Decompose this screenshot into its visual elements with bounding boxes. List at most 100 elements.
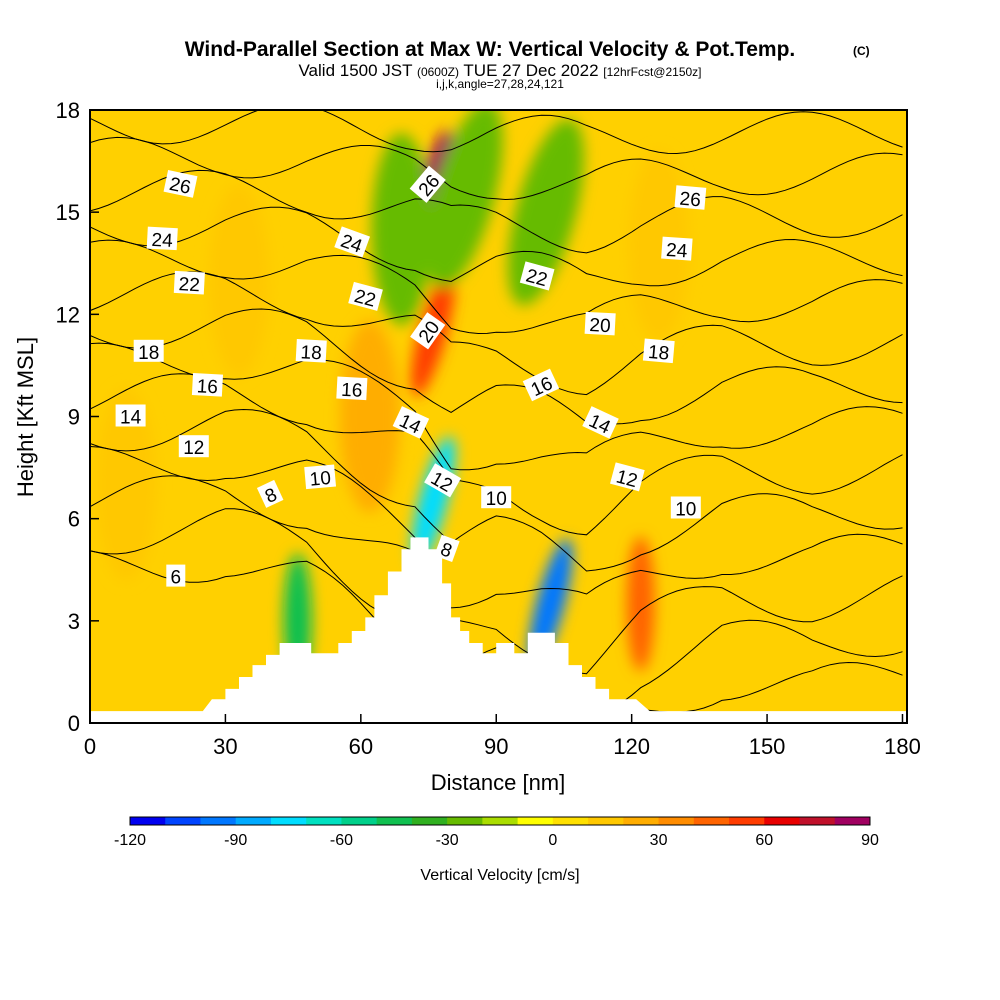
w-feature xyxy=(426,110,503,289)
w-feature xyxy=(628,150,689,343)
contour-label-text: 10 xyxy=(675,500,696,521)
colorbar-swatch xyxy=(623,817,660,825)
x-tick-label: 60 xyxy=(349,734,373,759)
contour-label-box xyxy=(674,185,707,210)
theta-contour xyxy=(90,342,903,471)
contour-label-text: 18 xyxy=(300,342,322,364)
contour-label-box xyxy=(133,339,164,362)
theta-contour xyxy=(90,169,903,254)
colorbar-swatch xyxy=(552,817,589,825)
contour-label: 16 xyxy=(336,376,368,402)
w-feature xyxy=(507,119,585,306)
x-axis: 0 30 60 90 120 150 180 xyxy=(84,714,921,759)
contour-label-box xyxy=(348,281,383,311)
contour-label: 22 xyxy=(173,270,205,296)
contour-label-box xyxy=(392,406,430,439)
contour-label: 16 xyxy=(191,373,224,398)
x-tick-label: 150 xyxy=(749,734,786,759)
colorbar-swatch xyxy=(235,817,272,825)
colorbar-swatch xyxy=(658,817,695,825)
colorbar-ticks: -120 -90 -60 -30 0 30 60 90 xyxy=(114,832,879,849)
y-tick-label: 12 xyxy=(56,302,80,327)
contour-label-box xyxy=(481,486,512,509)
contour-label-text: 18 xyxy=(138,343,159,364)
contour-label: 8 xyxy=(434,534,460,562)
contour-label-box xyxy=(519,261,555,291)
colorbar-swatch xyxy=(799,817,836,825)
contour-label-text: 16 xyxy=(196,376,218,398)
contour-label-box xyxy=(642,338,675,364)
contour-label-text: 24 xyxy=(151,230,174,252)
contour-label-box xyxy=(410,312,446,350)
contour-label-text: 18 xyxy=(647,342,670,365)
colorbar-tick-label: 90 xyxy=(861,832,879,849)
contour-label: 22 xyxy=(519,261,555,291)
contour-label: 18 xyxy=(133,339,164,364)
colorbar-swatch xyxy=(411,817,448,825)
contour-label-box xyxy=(191,373,224,397)
colorbar-swatch xyxy=(306,817,342,825)
contour-label-text: 6 xyxy=(171,568,182,589)
contour-label-box xyxy=(336,376,368,401)
colorbar-tick-label: -90 xyxy=(224,832,247,849)
contour-label-box xyxy=(334,226,370,258)
y-tick-label: 15 xyxy=(56,200,80,225)
contour-label: 18 xyxy=(295,339,327,364)
contour-label: 10 xyxy=(670,496,701,521)
y-tick-label: 3 xyxy=(68,609,80,634)
y-tick-label: 9 xyxy=(68,405,80,430)
colorbar-swatch xyxy=(482,817,519,825)
contour-label-text: 10 xyxy=(309,468,332,491)
terrain-mask xyxy=(90,537,907,723)
colorbar-swatch xyxy=(165,817,201,825)
colorbar-tick-label: -30 xyxy=(436,832,459,849)
contour-label: 22 xyxy=(348,281,383,312)
colorbar-swatch xyxy=(376,817,413,825)
theta-contour xyxy=(90,408,903,572)
theta-contour xyxy=(90,136,903,201)
contour-label-text: 24 xyxy=(665,240,688,262)
contour-label-box xyxy=(582,406,619,439)
valid-date: TUE 27 Dec 2022 xyxy=(463,61,598,80)
contour-label: 24 xyxy=(146,226,178,252)
contour-label: 12 xyxy=(424,463,462,498)
colorbar-swatch xyxy=(693,817,730,825)
colorbar-swatch xyxy=(200,817,237,825)
theta-contour xyxy=(90,206,903,287)
w-feature xyxy=(339,320,400,513)
chart-subtitle: Valid 1500 JST (0600Z) TUE 27 Dec 2022 [… xyxy=(298,61,701,80)
contour-label-text: 26 xyxy=(167,174,192,199)
contour-label-text: 16 xyxy=(341,380,363,402)
colorbar-swatch xyxy=(341,817,378,825)
contour-label: 26 xyxy=(674,185,707,211)
copyright-mark: (C) xyxy=(853,44,870,58)
theta-contour xyxy=(90,110,903,155)
w-feature xyxy=(208,184,269,377)
contour-label-text: 22 xyxy=(178,274,200,296)
contour-label: 18 xyxy=(642,338,675,365)
theta-contour xyxy=(90,446,903,609)
y-axis: 0 3 6 9 12 15 18 xyxy=(56,98,99,736)
contour-label-box xyxy=(295,339,327,363)
contour-label-box xyxy=(163,170,198,198)
colorbar-tick-label: -120 xyxy=(114,832,146,849)
contour-label: 20 xyxy=(584,311,616,337)
colorbar-swatch xyxy=(834,817,871,825)
colorbar xyxy=(129,816,871,826)
contour-label: 26 xyxy=(163,170,198,199)
x-tick-label: 180 xyxy=(884,734,921,759)
forecast-info: [12hrFcst@2150z] xyxy=(603,65,701,79)
contour-label: 10 xyxy=(481,486,512,510)
contour-label: 24 xyxy=(661,236,693,262)
contour-label-box xyxy=(584,311,616,336)
contour-label-text: 14 xyxy=(120,408,142,429)
contour-label-text: 10 xyxy=(486,489,507,510)
contour-label-box xyxy=(256,479,284,508)
chart-title: Wind-Parallel Section at Max W: Vertical… xyxy=(185,38,796,61)
valid-prefix: Valid 1500 JST xyxy=(298,61,412,80)
colorbar-swatch xyxy=(130,817,166,825)
contour-label-box xyxy=(173,270,205,295)
